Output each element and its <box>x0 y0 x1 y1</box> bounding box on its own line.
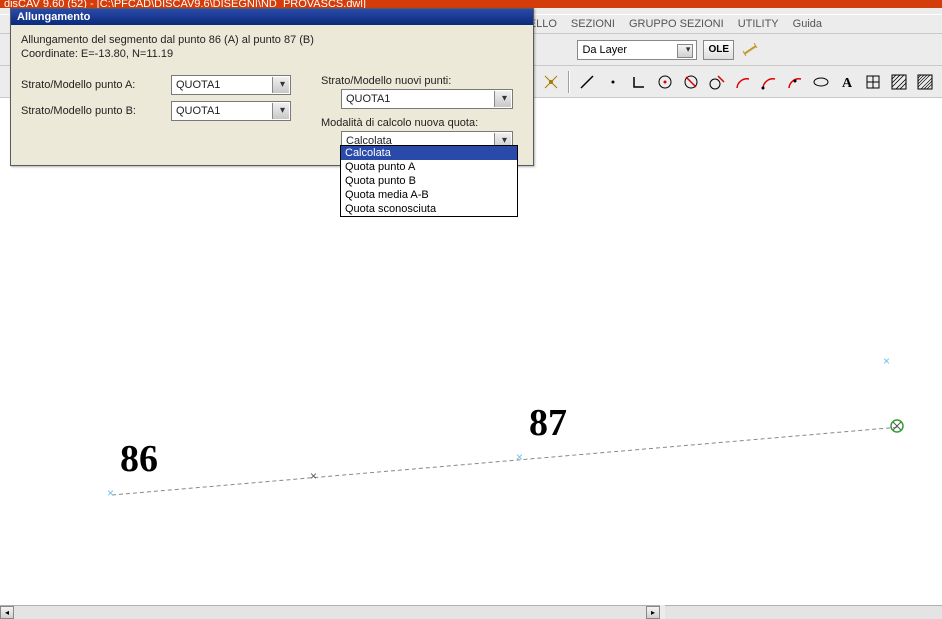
dialog-info-line2: Coordinate: E=-13.80, N=11.19 <box>21 47 523 61</box>
tool-corner-icon[interactable] <box>628 71 650 93</box>
tool-line-icon[interactable] <box>576 71 598 93</box>
tool-text-icon[interactable]: A <box>836 71 858 93</box>
layer-combo-value: Da Layer <box>582 44 627 56</box>
layer-combo[interactable]: Da Layer <box>577 40 697 60</box>
dimension-icon[interactable] <box>740 40 762 60</box>
dialog-info-line1: Allungamento del segmento dal punto 86 (… <box>21 33 523 47</box>
svg-text:A: A <box>842 76 853 91</box>
tool-ellipse-icon[interactable] <box>810 71 832 93</box>
tool-circle-target-icon[interactable] <box>654 71 676 93</box>
tool-hatch-fine-icon[interactable] <box>914 71 936 93</box>
dialog-info-text: Allungamento del segmento dal punto 86 (… <box>21 33 523 61</box>
dropdown-modalita-list[interactable]: Calcolata Quota punto A Quota punto B Qu… <box>340 145 518 217</box>
tool-arc2-icon[interactable] <box>758 71 780 93</box>
tool-locate-icon[interactable] <box>540 71 562 93</box>
marker-point-86: × <box>107 486 114 500</box>
tool-circle-tan-icon[interactable] <box>706 71 728 93</box>
dropdown-option-2[interactable]: Quota punto B <box>341 174 517 188</box>
menu-item-sezioni[interactable]: SEZIONI <box>571 18 615 30</box>
combo-strato-a-value: QUOTA1 <box>176 79 220 91</box>
dropdown-option-4[interactable]: Quota sconosciuta <box>341 202 517 216</box>
point-label-87: 87 <box>529 401 567 445</box>
combo-strato-a[interactable]: QUOTA1 <box>171 75 291 95</box>
app-titlebar: disCAV 9.60 (52) - [C:\PFCAD\DISCAV9.6\D… <box>0 0 942 8</box>
toolbar-separator <box>568 71 570 93</box>
scrollbar-horizontal-right[interactable] <box>665 605 942 619</box>
tool-block-icon[interactable] <box>862 71 884 93</box>
tool-circle-break-icon[interactable] <box>680 71 702 93</box>
label-nuovi-punti: Strato/Modello nuovi punti: <box>321 75 513 87</box>
tool-arc1-icon[interactable] <box>732 71 754 93</box>
combo-nuovi-value: QUOTA1 <box>346 93 390 105</box>
scrollbar-horizontal-left[interactable]: ◂ ▸ <box>0 605 660 619</box>
combo-strato-b[interactable]: QUOTA1 <box>171 101 291 121</box>
menu-item-guida[interactable]: Guida <box>793 18 822 30</box>
label-strato-a: Strato/Modello punto A: <box>21 79 161 91</box>
dropdown-option-0[interactable]: Calcolata <box>341 146 517 160</box>
tool-arc3-icon[interactable] <box>784 71 806 93</box>
menu-item-utility[interactable]: UTILITY <box>738 18 779 30</box>
dropdown-option-1[interactable]: Quota punto A <box>341 160 517 174</box>
combo-strato-b-value: QUOTA1 <box>176 105 220 117</box>
marker-endpoint-circle <box>889 418 905 437</box>
menu-item-gruppo-sezioni[interactable]: GRUPPO SEZIONI <box>629 18 724 30</box>
dialog-allungamento: Allungamento Allungamento del segmento d… <box>10 8 534 166</box>
label-modalita: Modalità di calcolo nuova quota: <box>321 117 513 129</box>
combo-nuovi-punti[interactable]: QUOTA1 <box>341 89 513 109</box>
ole-button[interactable]: OLE <box>703 40 734 60</box>
dropdown-option-3[interactable]: Quota media A-B <box>341 188 517 202</box>
tool-point-icon[interactable] <box>602 71 624 93</box>
marker-midpoint: × <box>310 469 317 483</box>
scroll-left-button[interactable]: ◂ <box>0 606 14 619</box>
label-strato-b: Strato/Modello punto B: <box>21 105 161 117</box>
dialog-titlebar[interactable]: Allungamento <box>11 9 533 25</box>
tool-hatch-icon[interactable] <box>888 71 910 93</box>
marker-point-87: × <box>516 450 523 464</box>
scroll-right-button[interactable]: ▸ <box>646 606 660 619</box>
point-label-86: 86 <box>120 437 158 481</box>
marker-far-point: × <box>883 354 890 368</box>
